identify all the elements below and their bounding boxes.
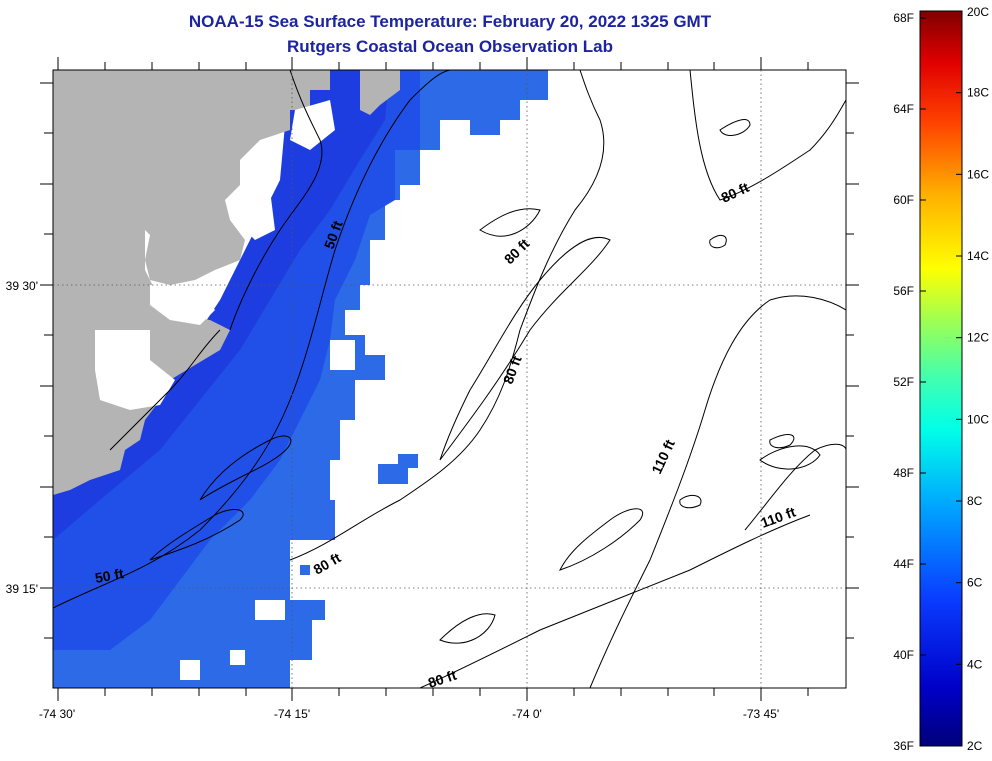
contour-shoal <box>759 445 821 470</box>
contour-shoal <box>149 509 244 561</box>
colorbar-f-label: 68F <box>893 11 914 25</box>
land-island <box>360 70 400 115</box>
contour-110ft-east <box>744 443 846 531</box>
contour-coast-lower <box>109 329 221 451</box>
colorbar-f-label: 52F <box>893 375 914 389</box>
colorbar-c-label: 20C <box>967 5 989 19</box>
axis-ticks <box>40 57 859 701</box>
colorbar-f-label: 36F <box>893 739 914 753</box>
contour-shoal <box>769 434 795 449</box>
sst-patch <box>300 565 310 575</box>
colorbar-f-label: 56F <box>893 284 914 298</box>
sst-patch <box>378 464 408 484</box>
contour-shoal <box>679 494 702 509</box>
colorbar-f-label: 60F <box>893 193 914 207</box>
contour-shoal <box>479 208 541 237</box>
contour-coast <box>229 70 323 331</box>
colorbar-c-label: 6C <box>967 576 983 590</box>
no-data-hole <box>330 340 355 370</box>
sst-patch <box>470 100 500 130</box>
no-data-hole <box>180 660 200 680</box>
colorbar-fahrenheit-labels: 68F 64F 60F 56F 52F 48F 44F 40F 36F <box>893 11 926 753</box>
map-title: NOAA-15 Sea Surface Temperature: Februar… <box>188 12 712 31</box>
contour-80ft-ridge <box>439 236 611 461</box>
lon-tick-label: -74 0' <box>512 707 542 721</box>
contour-shoal <box>199 435 292 501</box>
colorbar-c-label: 8C <box>967 494 983 508</box>
map-subtitle: Rutgers Coastal Ocean Observation Lab <box>287 37 613 56</box>
colorbar-f-label: 64F <box>893 102 914 116</box>
contour-80ft-north <box>689 70 846 201</box>
lat-tick-label: 39 30' <box>6 279 38 293</box>
contour-80ft-inner <box>289 70 605 561</box>
graticule <box>53 70 846 688</box>
contour-label: 50 ft <box>94 565 125 586</box>
colorbar-c-label: 10C <box>967 412 989 426</box>
colorbar-c-label: 12C <box>967 331 989 345</box>
marsh-area <box>240 190 275 240</box>
contour-shoal <box>709 234 727 249</box>
colorbar-f-label: 44F <box>893 557 914 571</box>
colorbar-c-label: 16C <box>967 167 989 181</box>
contour-shoal <box>559 508 643 571</box>
lon-tick-label: -74 30' <box>39 707 75 721</box>
colorbar-c-label: 2C <box>967 739 983 753</box>
contour-110ft <box>589 295 846 688</box>
contour-80ft-outer <box>419 514 811 688</box>
marsh-area <box>150 285 215 325</box>
lat-tick-label: 39 15' <box>6 582 38 596</box>
marsh-area <box>95 330 175 410</box>
colorbar-f-label: 40F <box>893 648 914 662</box>
contour-50ft <box>53 70 451 609</box>
depth-contours <box>53 70 846 688</box>
lon-tick-label: -74 15' <box>274 707 310 721</box>
no-data-hole <box>255 600 285 620</box>
map-border <box>52 69 847 689</box>
sst-patch <box>398 454 418 468</box>
colorbar-celsius-labels: 20C 18C 16C 14C 12C 10C 8C 6C 4C 2C <box>956 5 989 753</box>
sst-coverage-mid <box>53 70 420 650</box>
contour-shoal <box>439 613 496 644</box>
colorbar: 68F 64F 60F 56F 52F 48F 44F 40F 36F 20C 18C 16C 14C… <box>893 5 989 753</box>
colorbar-c-label: 14C <box>967 249 989 263</box>
lon-tick-label: -73 45' <box>743 707 779 721</box>
colorbar-gradient <box>919 10 963 747</box>
colorbar-f-label: 48F <box>893 466 914 480</box>
colorbar-c-label: 18C <box>967 86 989 100</box>
contour-shoal <box>719 119 751 136</box>
no-data-hole <box>230 650 245 665</box>
colorbar-c-label: 4C <box>967 657 983 671</box>
